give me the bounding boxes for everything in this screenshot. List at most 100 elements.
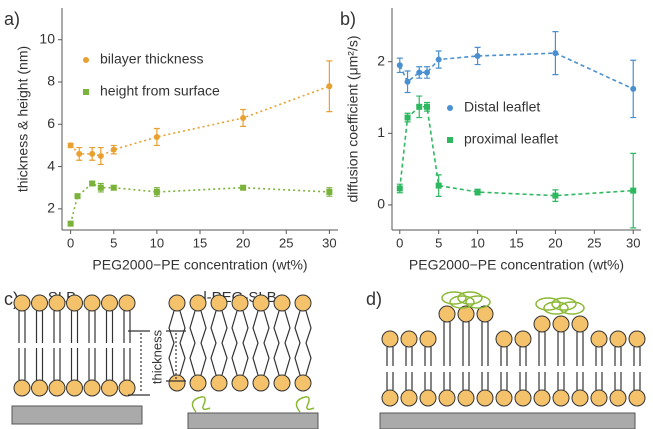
lipid-head [552, 389, 570, 407]
x-tick-label: 15 [193, 235, 207, 250]
y-tick-label: 1 [377, 124, 385, 140]
point [404, 78, 411, 85]
lipid-head [609, 330, 627, 348]
lipid-head [381, 389, 399, 407]
x-tick-label: 0 [67, 235, 74, 250]
lipid-head [495, 389, 513, 407]
lipid-head [252, 294, 270, 312]
point [396, 62, 403, 69]
lipid-head [252, 374, 270, 392]
lipid-tail [284, 310, 291, 376]
substrate [379, 412, 636, 429]
x-tick-label: 25 [279, 235, 293, 250]
y-tick-label: 2 [377, 52, 385, 68]
lipid-head [13, 379, 31, 397]
legend-label: proximal leaflet [464, 131, 558, 147]
point [89, 180, 96, 187]
point [153, 188, 160, 195]
lipid-head [514, 389, 532, 407]
point [474, 189, 481, 196]
lipid-head [438, 305, 456, 323]
lipid-tail [168, 310, 175, 376]
lipid-head [476, 389, 494, 407]
polymer-coil [457, 291, 483, 305]
lipid-head [419, 330, 437, 348]
point [552, 50, 559, 57]
y-tick-label: 6 [47, 115, 55, 131]
point [67, 142, 74, 149]
polymer-coil [559, 301, 585, 315]
legend-marker [83, 57, 89, 63]
point [97, 184, 104, 191]
legend-marker [83, 89, 89, 95]
lipid-head [101, 294, 118, 312]
lipid-head [590, 389, 608, 407]
lipid-tail [263, 310, 270, 376]
lipid-tail [273, 310, 280, 376]
legend-label: height from surface [100, 83, 220, 99]
legend-label: Distal leaflet [464, 99, 540, 115]
lipid-tail [179, 310, 186, 376]
lipid-head [495, 330, 513, 348]
point [89, 150, 96, 157]
lipid-head [13, 294, 31, 312]
lipid-head [210, 294, 228, 312]
lipid-head [381, 330, 399, 348]
point [630, 187, 637, 194]
lipid-head [571, 389, 589, 407]
point [240, 114, 247, 121]
fit-line [399, 52, 634, 90]
x-tick-label: 5 [110, 235, 117, 250]
point [435, 182, 442, 189]
fit-line [69, 182, 330, 224]
polymer [295, 396, 315, 413]
x-tick-label: 0 [396, 235, 403, 250]
lipid-head [438, 389, 456, 407]
lipid-head [419, 389, 437, 407]
lipid-head [609, 389, 627, 407]
lipid-head [514, 330, 532, 348]
lipid-head [48, 379, 66, 397]
polymer-coil [449, 295, 475, 309]
lipid-tail [294, 310, 301, 376]
lipid-tail [221, 310, 228, 376]
panel-label: b) [340, 9, 356, 29]
y-tick-label: 0 [377, 196, 385, 212]
point [404, 114, 411, 121]
x-tick-label: 10 [470, 235, 484, 250]
substrate [187, 412, 319, 429]
point [424, 103, 431, 110]
polymer-coil [543, 301, 569, 315]
x-tick-label: 15 [509, 235, 523, 250]
lipid-tail [210, 310, 217, 376]
point [326, 188, 333, 195]
lipid-tail [200, 310, 207, 376]
point [396, 185, 403, 192]
lipid-head [628, 330, 646, 348]
lipid-head [273, 374, 291, 392]
x-tick-label: 10 [150, 235, 164, 250]
point [97, 153, 104, 159]
legend-marker [447, 105, 453, 111]
x-tick-label: 5 [435, 235, 442, 250]
lipid-head [31, 379, 48, 397]
legend-marker [447, 137, 453, 143]
lipid-head [628, 389, 646, 407]
y-tick-label: 2 [47, 200, 55, 216]
lipid-head [83, 379, 101, 397]
polymer-coil [551, 297, 577, 311]
lipid-head [31, 294, 48, 312]
lipid-head [273, 294, 291, 312]
point [474, 52, 481, 59]
lipid-head [400, 330, 418, 348]
lipid-head [533, 315, 551, 333]
lipid-head [294, 294, 312, 312]
point [630, 85, 637, 92]
point [76, 150, 83, 157]
x-tick-label: 25 [587, 235, 601, 250]
lipid-tail [189, 310, 196, 376]
point [435, 56, 442, 63]
x-tick-label: 30 [322, 235, 336, 250]
point [416, 69, 423, 76]
